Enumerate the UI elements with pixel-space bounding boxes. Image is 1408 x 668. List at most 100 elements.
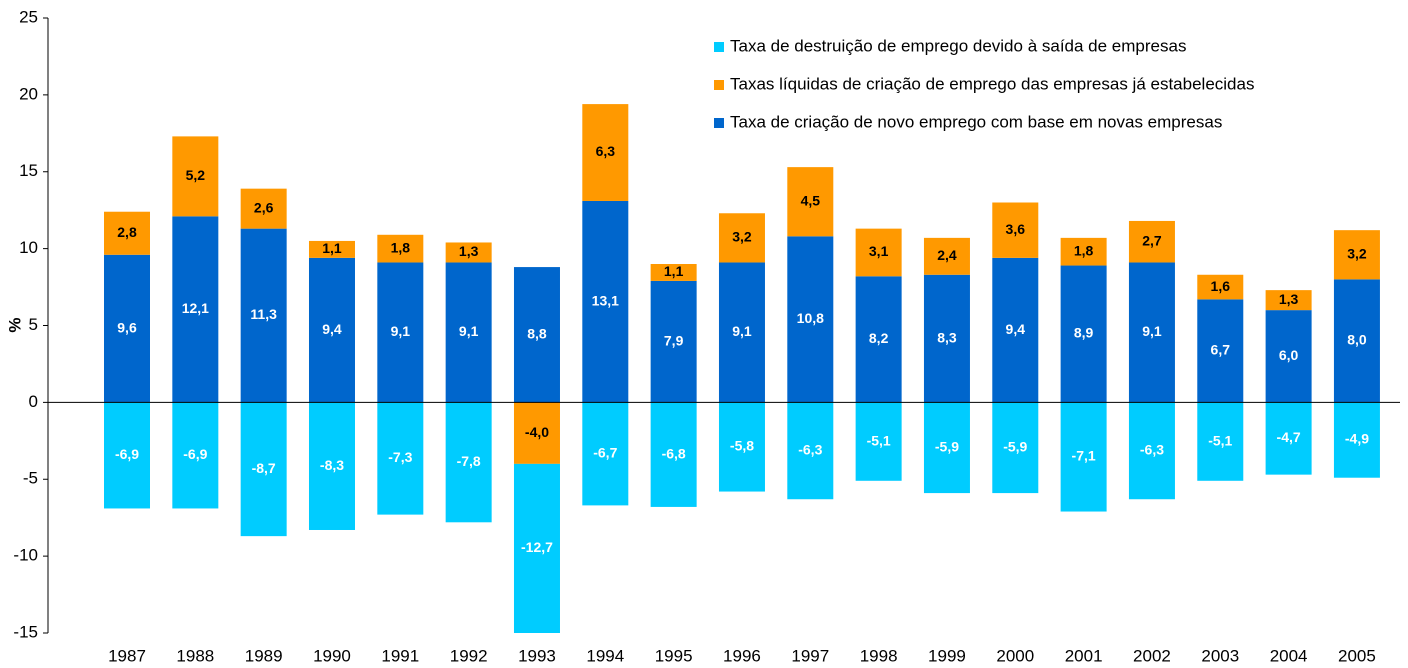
bar-segment [308, 402, 355, 530]
bar-segment [104, 254, 150, 403]
legend-swatch [714, 80, 724, 90]
x-tick-label: 2001 [1065, 646, 1103, 665]
value-label: 8,2 [869, 330, 889, 346]
bar-segment [445, 242, 492, 263]
value-label: -4,9 [1345, 431, 1369, 447]
bar-segment [513, 463, 560, 633]
value-label: 12,1 [182, 300, 209, 316]
y-tick-label: 25 [19, 7, 38, 26]
bar-segment [582, 104, 629, 201]
value-label: 9,1 [1142, 323, 1162, 339]
bar-segment [650, 280, 697, 403]
y-axis-label: % [5, 317, 24, 332]
value-label: 3,2 [732, 229, 752, 245]
bar-segment [513, 267, 560, 403]
bar-segment [1265, 402, 1312, 475]
value-label: -8,7 [252, 460, 276, 476]
y-tick-label: 20 [19, 84, 38, 103]
bar-segment [377, 402, 424, 515]
value-label: 1,6 [1211, 278, 1231, 294]
bar-segment [513, 402, 560, 464]
x-tick-label: 1995 [655, 646, 693, 665]
bar-segment [1128, 220, 1175, 263]
legend-swatch [714, 42, 724, 52]
value-label: 8,9 [1074, 325, 1094, 341]
x-tick-label: 1994 [586, 646, 624, 665]
legend-label: Taxa de destruição de emprego devido à s… [730, 36, 1186, 55]
plot-area [104, 104, 1380, 633]
value-label: -6,9 [115, 446, 139, 462]
value-label: -5,1 [1208, 432, 1232, 448]
value-label: 6,0 [1279, 347, 1299, 363]
x-tick-label: 2003 [1201, 646, 1239, 665]
bar-segment [650, 264, 697, 281]
bar-segment [855, 276, 902, 403]
value-label: -4,0 [525, 424, 549, 440]
value-label: -6,8 [662, 445, 686, 461]
bar-segment [1265, 310, 1312, 403]
value-label: -5,8 [730, 438, 754, 454]
bar-segment [377, 234, 424, 263]
bar-segment [992, 257, 1039, 403]
x-tick-label: 1987 [108, 646, 146, 665]
bar-segment [855, 402, 902, 481]
value-label: -5,9 [935, 438, 959, 454]
bar-segment [240, 188, 287, 229]
value-label: -6,3 [798, 442, 822, 458]
x-tick-label: 2002 [1133, 646, 1171, 665]
bar-segment [992, 202, 1039, 258]
x-tick-label: 1992 [450, 646, 488, 665]
x-tick-label: 1999 [928, 646, 966, 665]
bar-segment [1060, 265, 1107, 403]
bar-segment [787, 402, 834, 500]
value-label: 1,8 [391, 239, 411, 255]
bar-segment [718, 213, 765, 263]
x-tick-label: 1988 [176, 646, 214, 665]
value-label: 11,3 [250, 306, 277, 322]
bar-segment [1128, 402, 1175, 500]
value-label: 6,7 [1211, 342, 1231, 358]
value-label: -4,7 [1277, 429, 1301, 445]
bar-segment [923, 237, 970, 275]
bar-segment [172, 136, 219, 217]
bar-segment [718, 262, 765, 403]
value-label: 10,8 [797, 310, 824, 326]
x-tick-label: 1993 [518, 646, 556, 665]
x-tick-label: 1991 [381, 646, 419, 665]
bar-segment [787, 236, 834, 403]
bar-segment [855, 228, 902, 277]
value-label: 1,3 [459, 243, 479, 259]
bar-segment [1197, 299, 1244, 403]
bar-segment [923, 274, 970, 403]
value-label: 5,2 [186, 167, 206, 183]
bar-segment [582, 200, 629, 403]
y-tick-label: -5 [23, 469, 38, 488]
bar-segment [172, 216, 219, 403]
bar-segment [240, 228, 287, 403]
value-label: 9,6 [117, 319, 137, 335]
value-label: 7,9 [664, 332, 684, 348]
y-tick-label: 0 [29, 392, 38, 411]
value-label: -7,3 [388, 449, 412, 465]
x-tick-label: 2004 [1270, 646, 1308, 665]
value-label: -6,9 [183, 446, 207, 462]
bar-segment [1060, 237, 1107, 266]
x-tick-label: 2000 [996, 646, 1034, 665]
x-tick-label: 1997 [791, 646, 829, 665]
bar-segment [1333, 279, 1380, 403]
bar-segment [240, 402, 287, 537]
value-label: 4,5 [801, 192, 821, 208]
value-label: -5,1 [867, 432, 891, 448]
y-tick-label: -10 [13, 546, 38, 565]
bar-segment [923, 402, 970, 494]
value-label: 9,1 [391, 323, 411, 339]
value-label: 9,4 [1006, 321, 1026, 337]
value-label: 3,6 [1006, 221, 1026, 237]
value-label: 13,1 [592, 292, 619, 308]
value-label: 3,1 [869, 243, 889, 259]
value-label: -6,3 [1140, 442, 1164, 458]
bar-segment [445, 262, 492, 403]
value-label: 6,3 [596, 143, 616, 159]
x-tick-label: 1990 [313, 646, 351, 665]
value-label: 2,8 [117, 224, 137, 240]
